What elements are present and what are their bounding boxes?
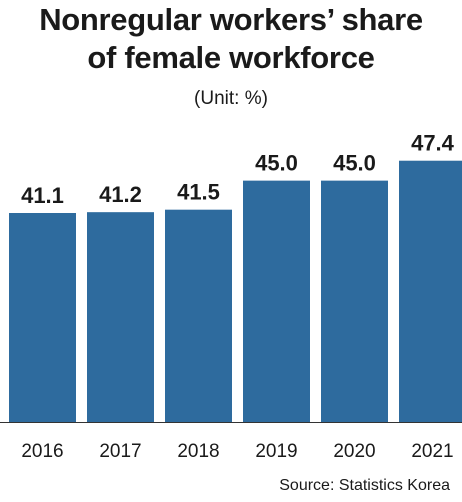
x-tick-2020: 2020 xyxy=(333,441,375,462)
x-tick-2019: 2019 xyxy=(255,441,297,462)
bar-chart: 41.1 2016 41.2 2017 41.5 2018 45.0 2019 45.0 2020… xyxy=(0,131,462,462)
chart-title-line2: of female workforce xyxy=(87,40,375,75)
source-note: Source: Statistics Korea xyxy=(279,477,450,494)
bar-2019 xyxy=(243,180,310,422)
chart-title-line1: Nonregular workers’ share xyxy=(39,2,423,37)
bar-2017 xyxy=(87,212,154,422)
x-tick-2018: 2018 xyxy=(177,441,219,462)
value-label-2019: 45.0 xyxy=(255,151,298,176)
bar-2021 xyxy=(399,160,462,422)
value-label-2018: 41.5 xyxy=(177,180,220,205)
unit-label: (Unit: %) xyxy=(194,88,268,109)
x-tick-2017: 2017 xyxy=(99,441,141,462)
value-label-2017: 41.2 xyxy=(99,182,142,207)
x-tick-2016: 2016 xyxy=(21,441,63,462)
value-label-2021: 47.4 xyxy=(411,131,455,156)
bar-2016 xyxy=(9,213,76,422)
value-label-2020: 45.0 xyxy=(333,151,376,176)
x-tick-2021: 2021 xyxy=(411,441,453,462)
value-label-2016: 41.1 xyxy=(21,183,64,208)
bar-2020 xyxy=(321,180,388,422)
bar-2018 xyxy=(165,209,232,422)
